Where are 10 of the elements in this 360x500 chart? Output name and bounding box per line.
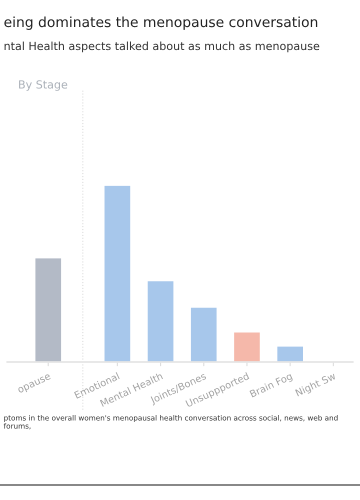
chart-subtitle: ntal Health aspects talked about as much as menopause	[4, 42, 320, 52]
bar	[276, 346, 304, 362]
text: By Stage	[19, 80, 68, 91]
bar	[103, 184, 132, 362]
chart-title: eing dominates the menopause conversation	[4, 16, 318, 30]
bar	[146, 280, 175, 362]
bar	[233, 331, 261, 362]
bar	[190, 306, 218, 362]
x-tick-label: Brain Fog	[249, 372, 294, 400]
x-tick-label: Night Sw	[294, 372, 337, 398]
